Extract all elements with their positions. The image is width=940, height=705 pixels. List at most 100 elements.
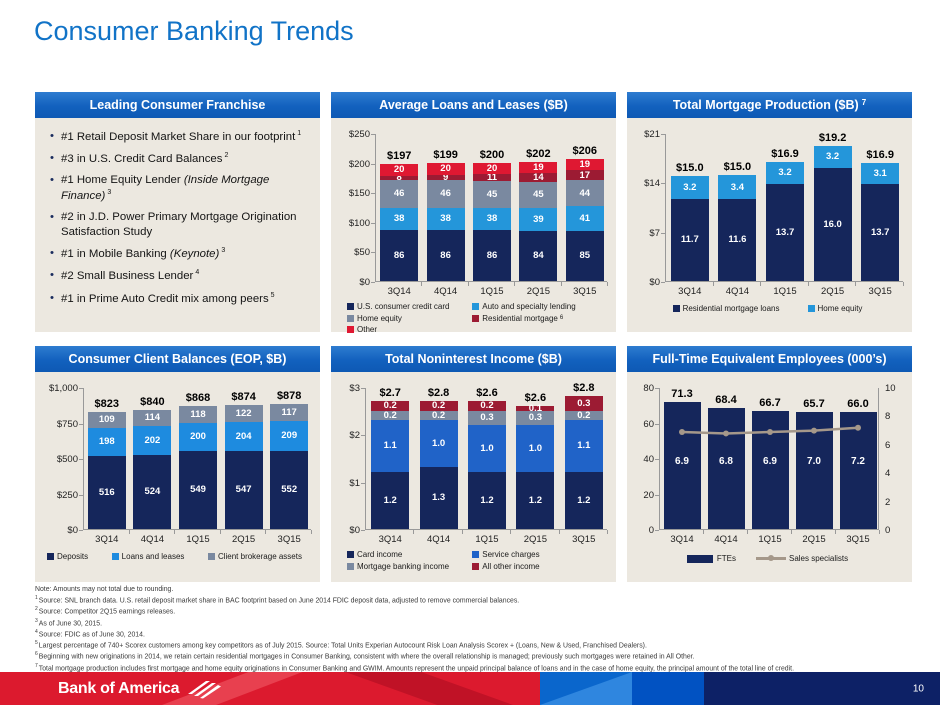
bar-segment: 1.2: [371, 472, 410, 529]
bar-segment: 524: [133, 454, 172, 529]
bullet-text: #1 Home Equity Lender: [61, 174, 184, 187]
legend-item: Other: [347, 325, 472, 334]
panel-header-label: Full-Time Equivalent Employees (000’s): [652, 352, 887, 366]
bar-segment: 46: [380, 180, 419, 208]
axis-tick: [79, 494, 83, 496]
bar-segment: 3.2: [766, 161, 804, 185]
axis-tick: [371, 252, 375, 254]
franchise-body: #1 Retail Deposit Market Share in our fo…: [35, 118, 320, 332]
y-tick-label: 4: [885, 468, 891, 480]
bar-segment: 16.0: [813, 168, 852, 281]
bar-value-label: 13.7: [775, 226, 795, 238]
bar-segment: 3.1: [861, 162, 900, 185]
bar-value-label: 41: [579, 212, 591, 224]
axis-tick: [371, 222, 375, 224]
footnote-ref: 3: [221, 247, 226, 255]
footnote-text: Source: FDIC as of June 30, 2014.: [38, 631, 145, 639]
y-tick-label: $250: [56, 489, 78, 501]
legend-label: Home equity: [817, 304, 863, 313]
y-tick-label: 60: [643, 418, 654, 430]
bar-value-label: 3.1: [873, 167, 887, 179]
bar-total-label: $840: [140, 395, 165, 408]
legend-item: Loans and leases: [111, 552, 185, 561]
chart-area: 80 60 40 20 0 71.3 68.4 66.7 65.7 66.0 6.9 6.8 6.9 7.…: [631, 383, 904, 536]
bar-segment: 20: [473, 162, 511, 175]
legend-item: Client brokerage assets: [207, 552, 302, 561]
footnotes: Note: Amounts may not total due to round…: [35, 585, 920, 674]
axis-tick: [361, 482, 365, 484]
bar-segment: 14: [519, 173, 558, 182]
axis-tick: [607, 282, 608, 286]
y-axis: 80 60 40 20 0: [631, 383, 659, 536]
legend: Residential mortgage loans Home equity: [631, 304, 904, 313]
x-axis-label: 3Q14: [678, 286, 702, 297]
legend-swatch: [347, 314, 354, 322]
y-tick-label: $100: [348, 217, 370, 229]
x-axis-labels: 3Q14 4Q14 1Q15 2Q15 3Q15: [84, 534, 312, 545]
line-value-label: 7.2: [851, 455, 865, 467]
bar-value-label: 38: [486, 213, 498, 225]
axis-tick: [371, 134, 375, 135]
panel-header: Leading Consumer Franchise: [35, 92, 320, 118]
sales-specialists-line: [679, 424, 861, 437]
bar-segment: 13.7: [766, 184, 804, 281]
legend-swatch: [472, 303, 480, 310]
y-tick-label: $0: [67, 525, 78, 536]
x-axis-label: 2Q15: [523, 534, 547, 545]
y-tick-label: $14: [644, 178, 660, 190]
bar-segment: 20: [380, 163, 419, 176]
bar-segment: 0.2: [371, 401, 410, 411]
bar-total-label: $200: [479, 148, 505, 161]
bar-segment: [663, 402, 701, 529]
axis-tick: [655, 530, 659, 531]
axis-tick: [661, 282, 665, 283]
bar-segment: 38: [380, 207, 419, 231]
bar-value-label: 198: [98, 435, 115, 447]
bar-segment: 1.2: [468, 472, 506, 529]
footnote-line: Note: Amounts may not total due to round…: [35, 585, 920, 595]
bar-segment: 198: [87, 427, 126, 456]
x-axis-label: 3Q15: [572, 534, 596, 545]
y-tick-label: 10: [885, 383, 896, 394]
bar-total-label: $2.8: [427, 387, 450, 400]
bar-segment: 1.1: [371, 420, 410, 473]
panel-header-label: Consumer Client Balances (EOP, $B): [68, 352, 287, 366]
bar-segment: 1.0: [468, 424, 506, 473]
x-axis-labels: 3Q14 4Q14 1Q15 2Q15 3Q15: [366, 534, 608, 545]
legend-swatch: [672, 305, 680, 312]
panel-header: Full-Time Equivalent Employees (000’s): [627, 346, 912, 372]
footnote-number: 7: [35, 662, 38, 669]
footnote-ref: 6: [559, 315, 564, 321]
bar-value-label: 19: [579, 158, 591, 170]
y-tick-label: $0: [649, 277, 660, 288]
x-axis-label: 1Q15: [758, 534, 782, 545]
panel-header-footnote-ref: 7: [861, 97, 867, 107]
footnote-ref: 4: [195, 269, 200, 277]
axis-tick: [655, 388, 659, 389]
bar-value-label: 20: [393, 163, 405, 175]
panel-total-noninterest-income: Total Noninterest Income ($B) $3 $2 $1 $0 1.…: [331, 346, 616, 582]
y-tick-label: 20: [643, 489, 654, 501]
y-tick-label: 8: [885, 411, 891, 423]
bar-value-label: 16.0: [823, 218, 842, 230]
axis-tick: [703, 530, 704, 534]
bar-segment: 516: [87, 455, 126, 529]
panel-grid: Leading Consumer Franchise #1 Retail Dep…: [35, 92, 912, 582]
footnote-line: 4Source: FDIC as of June 30, 2014.: [35, 629, 920, 640]
y-tick-label: $150: [348, 188, 370, 200]
bar-segment: 109: [87, 412, 126, 428]
bar-segment: 39: [519, 208, 558, 232]
panel-total-mortgage-production: Total Mortgage Production ($B) 7 $21 $14 $…: [627, 92, 912, 332]
bar-value-label: 38: [393, 213, 405, 225]
bar-segment: 84: [519, 231, 558, 281]
bar-segment: 9: [426, 173, 465, 182]
bar-value-label: 0.1: [528, 402, 542, 414]
y-axis: $21 $14 $7 $0: [631, 129, 665, 288]
bar-segment: 0.1: [516, 402, 555, 414]
legend-swatch: [47, 553, 54, 560]
legend-swatch: [807, 305, 815, 312]
y-tick-label: $0: [359, 277, 370, 288]
bar-total-label: $16.9: [771, 147, 799, 160]
axis-tick: [903, 282, 904, 286]
legend-label: Loans and leases: [121, 552, 185, 561]
